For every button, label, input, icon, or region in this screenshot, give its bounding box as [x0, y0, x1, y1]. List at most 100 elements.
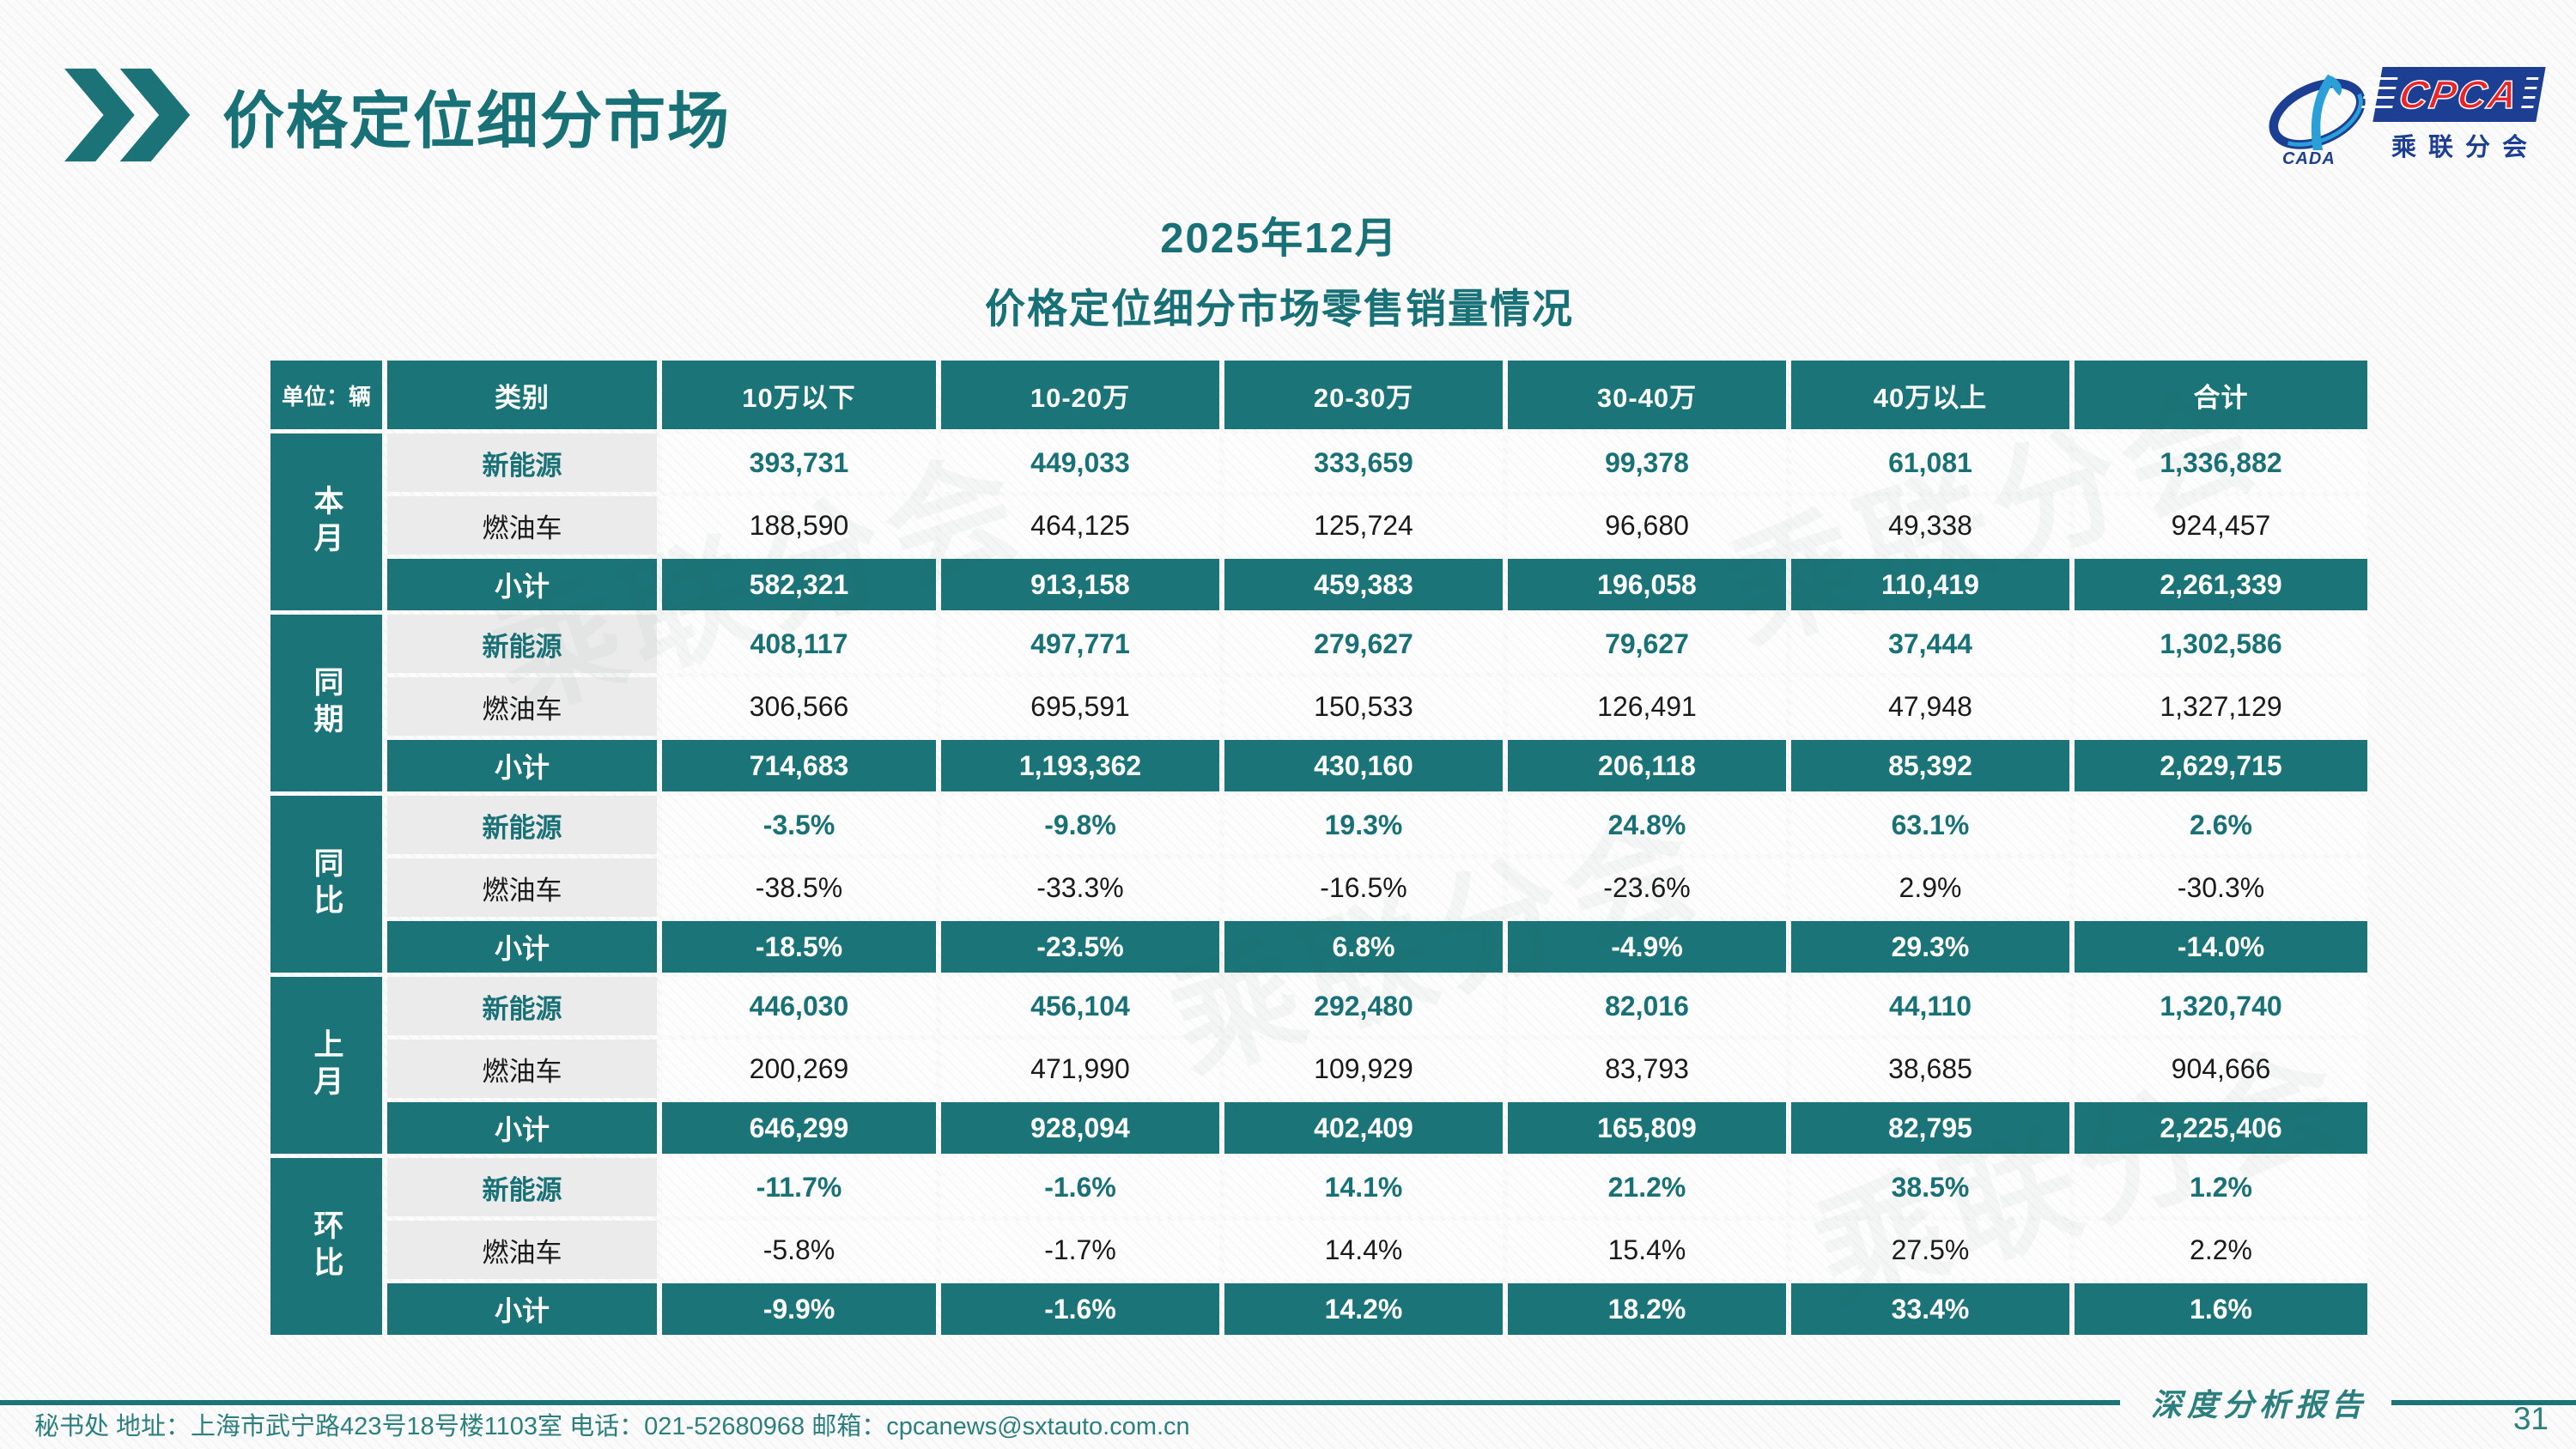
value-cell-nev: 44,110: [1791, 977, 2069, 1035]
subtotal-value-cell: 913,158: [941, 559, 1219, 610]
subtotal-value-cell: 14.2%: [1224, 1283, 1503, 1335]
footer-contact-info: 秘书处 地址：上海市武宁路423号18号楼1103室 电话：021-526809…: [34, 1413, 1190, 1440]
group-label-0: 本月: [270, 433, 382, 610]
value-cell-nev: 38.5%: [1791, 1158, 2069, 1216]
subtotal-value-cell: 29.3%: [1791, 921, 2069, 973]
col-header-category: 类别: [387, 361, 657, 429]
value-cell-fuel: -1.7%: [941, 1221, 1219, 1279]
value-cell-fuel: 464,125: [941, 496, 1219, 555]
group-label-3: 上月: [270, 977, 382, 1154]
value-cell-fuel: 2.2%: [2075, 1221, 2367, 1279]
subtotal-value-cell: 6.8%: [1224, 921, 1503, 973]
subtotal-value-cell: 85,392: [1791, 740, 2069, 791]
value-cell-fuel: 96,680: [1508, 496, 1786, 555]
table-title: 2025年12月 价格定位细分市场零售销量情况: [270, 204, 2288, 335]
value-cell-fuel: 306,566: [662, 677, 936, 736]
subtotal-value-cell: 33.4%: [1791, 1283, 2069, 1335]
subtotal-value-cell: 459,383: [1224, 559, 1503, 610]
value-cell-fuel: 150,533: [1224, 677, 1503, 736]
value-cell-nev: 393,731: [662, 433, 936, 492]
cpca-wordmark-box: CPCA: [2372, 67, 2546, 122]
subtotal-value-cell: 1.6%: [2075, 1283, 2367, 1335]
value-cell-fuel: -5.8%: [662, 1221, 936, 1279]
cada-swoosh-icon: [2269, 74, 2366, 151]
col-header-0: 10万以下: [662, 361, 936, 429]
value-cell-nev: 61,081: [1791, 433, 2069, 492]
page-title: 价格定位细分市场: [222, 87, 732, 156]
value-cell-fuel: 14.4%: [1224, 1221, 1503, 1279]
subtotal-value-cell: -14.0%: [2075, 921, 2367, 973]
value-cell-fuel: -30.3%: [2075, 858, 2367, 917]
value-cell-fuel: 695,591: [941, 677, 1219, 736]
group-label-2: 同比: [270, 796, 382, 973]
value-cell-nev: 456,104: [941, 977, 1219, 1035]
value-cell-fuel: 49,338: [1791, 496, 2069, 555]
value-cell-nev: 19.3%: [1224, 796, 1503, 854]
page-number: 31: [2512, 1401, 2549, 1436]
row-label-fuel: 燃油车: [387, 1040, 657, 1098]
subtotal-value-cell: -9.9%: [662, 1283, 936, 1335]
unit-label-cell: 单位：辆: [270, 361, 382, 429]
subtotal-value-cell: 928,094: [941, 1102, 1219, 1154]
subtotal-value-cell: -4.9%: [1508, 921, 1786, 973]
value-cell-nev: -1.6%: [941, 1158, 1219, 1216]
subtotal-label-cell: 小计: [387, 1102, 657, 1154]
value-cell-fuel: 27.5%: [1791, 1221, 2069, 1279]
value-cell-nev: 1,320,740: [2075, 977, 2367, 1035]
value-cell-nev: 24.8%: [1508, 796, 1786, 854]
table-title-month: 2025年12月: [1160, 215, 1399, 262]
subtotal-value-cell: 82,795: [1791, 1102, 2069, 1154]
subtotal-value-cell: 402,409: [1224, 1102, 1503, 1154]
value-cell-nev: 82,016: [1508, 977, 1786, 1035]
cada-wordmark: CADA: [2282, 149, 2336, 168]
value-cell-nev: -3.5%: [662, 796, 936, 854]
sales-table: 单位：辆 类别 10万以下 10-20万 20-30万 30-40万 40万以上 合计 本月 新能…: [270, 361, 2367, 1335]
subtotal-value-cell: 206,118: [1508, 740, 1786, 791]
value-cell-fuel: 200,269: [662, 1040, 936, 1098]
value-cell-fuel: 38,685: [1791, 1040, 2069, 1098]
subtotal-label-cell: 小计: [387, 559, 657, 610]
value-cell-nev: 63.1%: [1791, 796, 2069, 854]
value-cell-nev: -9.8%: [941, 796, 1219, 854]
value-cell-fuel: 904,666: [2075, 1040, 2367, 1098]
value-cell-fuel: 47,948: [1791, 677, 2069, 736]
value-cell-nev: 14.1%: [1224, 1158, 1503, 1216]
value-cell-nev: 1,336,882: [2075, 433, 2367, 492]
value-cell-fuel: 15.4%: [1508, 1221, 1786, 1279]
value-cell-nev: 1.2%: [2075, 1158, 2367, 1216]
subtotal-value-cell: 165,809: [1508, 1102, 1786, 1154]
value-cell-nev: 497,771: [941, 615, 1219, 673]
row-label-fuel: 燃油车: [387, 677, 657, 736]
value-cell-fuel: 471,990: [941, 1040, 1219, 1098]
value-cell-nev: 408,117: [662, 615, 936, 673]
report-type-label: 深度分析报告: [2150, 1388, 2367, 1422]
subtotal-label-cell: 小计: [387, 740, 657, 791]
value-cell-fuel: -33.3%: [941, 858, 1219, 917]
value-cell-fuel: -38.5%: [662, 858, 936, 917]
subtotal-value-cell: 582,321: [662, 559, 936, 610]
value-cell-fuel: -23.6%: [1508, 858, 1786, 917]
row-label-nev: 新能源: [387, 977, 657, 1035]
subtotal-value-cell: -18.5%: [662, 921, 936, 973]
value-cell-fuel: 83,793: [1508, 1040, 1786, 1098]
value-cell-nev: 37,444: [1791, 615, 2069, 673]
col-header-5: 合计: [2075, 361, 2367, 429]
subtotal-value-cell: 714,683: [662, 740, 936, 791]
value-cell-nev: 292,480: [1224, 977, 1503, 1035]
cpca-logo: CADA CPCA 乘联分会: [2265, 67, 2549, 179]
value-cell-fuel: 188,590: [662, 496, 936, 555]
subtotal-label-cell: 小计: [387, 1283, 657, 1335]
row-label-nev: 新能源: [387, 1158, 657, 1216]
subtotal-value-cell: 18.2%: [1508, 1283, 1786, 1335]
row-label-nev: 新能源: [387, 433, 657, 492]
value-cell-fuel: 2.9%: [1791, 858, 2069, 917]
value-cell-nev: 446,030: [662, 977, 936, 1035]
value-cell-nev: 333,659: [1224, 433, 1503, 492]
subtotal-value-cell: -1.6%: [941, 1283, 1219, 1335]
value-cell-fuel: 126,491: [1508, 677, 1786, 736]
value-cell-nev: 279,627: [1224, 615, 1503, 673]
subtotal-value-cell: 1,193,362: [941, 740, 1219, 791]
row-label-nev: 新能源: [387, 796, 657, 854]
double-chevron-icon: [64, 68, 191, 162]
value-cell-nev: 79,627: [1508, 615, 1786, 673]
